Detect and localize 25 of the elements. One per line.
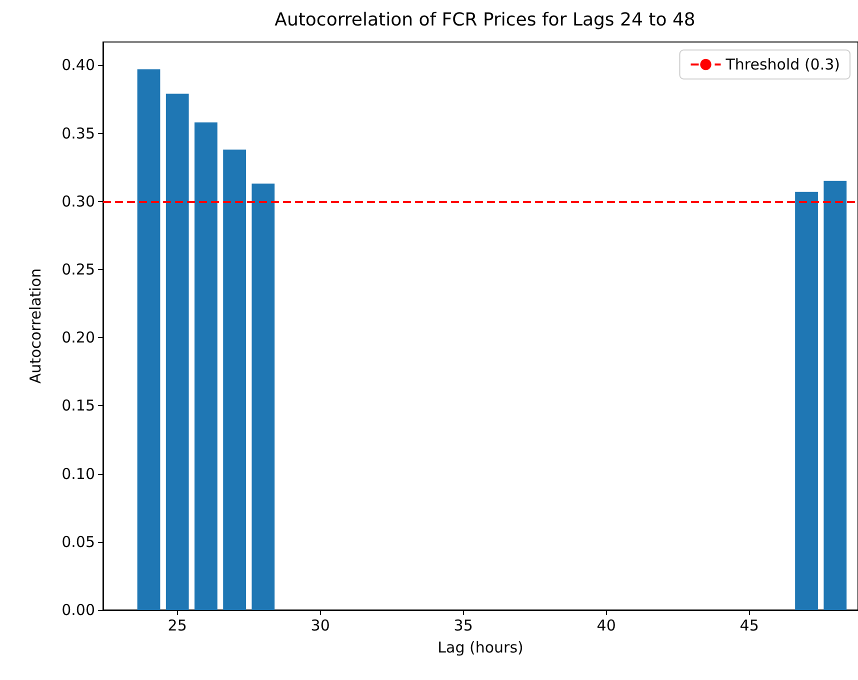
y-tick-label: 0.30 xyxy=(62,192,95,210)
bar xyxy=(194,122,218,610)
x-tick-label: 40 xyxy=(596,616,616,634)
y-tick-label: 0.00 xyxy=(62,601,95,619)
bar xyxy=(166,94,189,610)
y-tick-label: 0.20 xyxy=(62,328,95,347)
bar xyxy=(137,69,160,610)
bar xyxy=(824,180,847,610)
chart-title: Autocorrelation of FCR Prices for Lags 24 to 48 xyxy=(274,10,696,30)
y-axis-title: Autocorrelation xyxy=(26,268,44,384)
x-tick-label: 30 xyxy=(310,616,330,634)
y-tick-label: 0.05 xyxy=(62,532,95,551)
y-tick-label: 0.40 xyxy=(62,56,95,74)
x-tick-label: 35 xyxy=(454,616,473,634)
x-axis-title: Lag (hours) xyxy=(438,638,524,656)
bar xyxy=(795,192,818,610)
x-tick-label: 45 xyxy=(740,616,759,634)
bar xyxy=(223,150,246,610)
x-tick-label: 25 xyxy=(168,616,187,634)
y-tick-label: 0.10 xyxy=(62,464,95,483)
legend-label: Threshold (0.3) xyxy=(724,56,840,74)
y-tick-label: 0.15 xyxy=(62,396,95,415)
bar xyxy=(252,184,275,610)
y-tick-label: 0.35 xyxy=(62,124,95,142)
y-tick-label: 0.25 xyxy=(62,260,95,278)
